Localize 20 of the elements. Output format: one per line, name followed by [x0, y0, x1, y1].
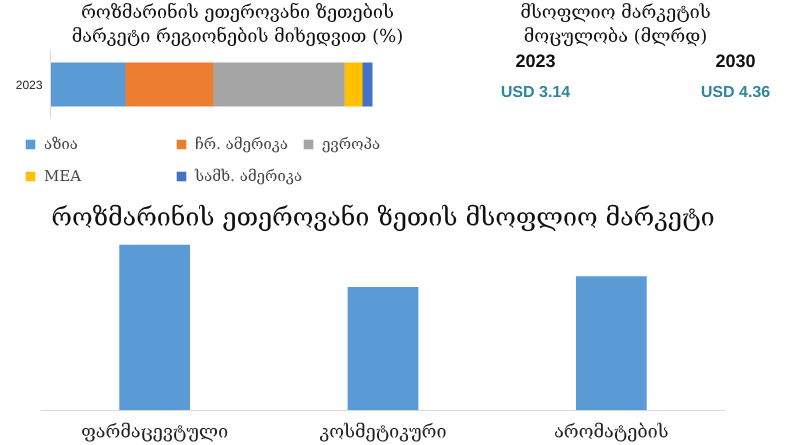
category-label: 2030: [715, 51, 756, 71]
legend-label: ევროპა: [322, 134, 380, 154]
data-label: USD 4.36: [700, 84, 770, 101]
bar: [344, 62, 363, 106]
category-label: 2023: [16, 78, 43, 92]
legend-label: სამხ. ამერიკა: [195, 166, 302, 186]
bar: [126, 62, 214, 106]
text: მსოფლიო მარკეტის მოცულობა (მლრდ): [520, 2, 711, 47]
legend-label: MEA: [44, 166, 82, 186]
x-tick-label: არომატების: [554, 422, 669, 442]
bar: [50, 62, 126, 106]
chart-title: როზმარინის ეთეროვანი ზეთების მარკეტი რეგიონების მიხედვით (%): [72, 2, 404, 47]
data-label: USD 3.14: [500, 84, 570, 101]
legend-label: აზია: [44, 134, 78, 154]
bar: [362, 62, 372, 106]
chart-title: როზმარინის ეთეროვანი ზეთის მსოფლიო მარკეტი: [51, 202, 715, 232]
legend-label: ჩრ. ამერიკა: [195, 134, 288, 154]
x-tick-label: კოსმეტიკური: [319, 422, 447, 442]
bar: [213, 62, 345, 106]
x-tick-label: ფარმაცევტული: [81, 422, 228, 442]
